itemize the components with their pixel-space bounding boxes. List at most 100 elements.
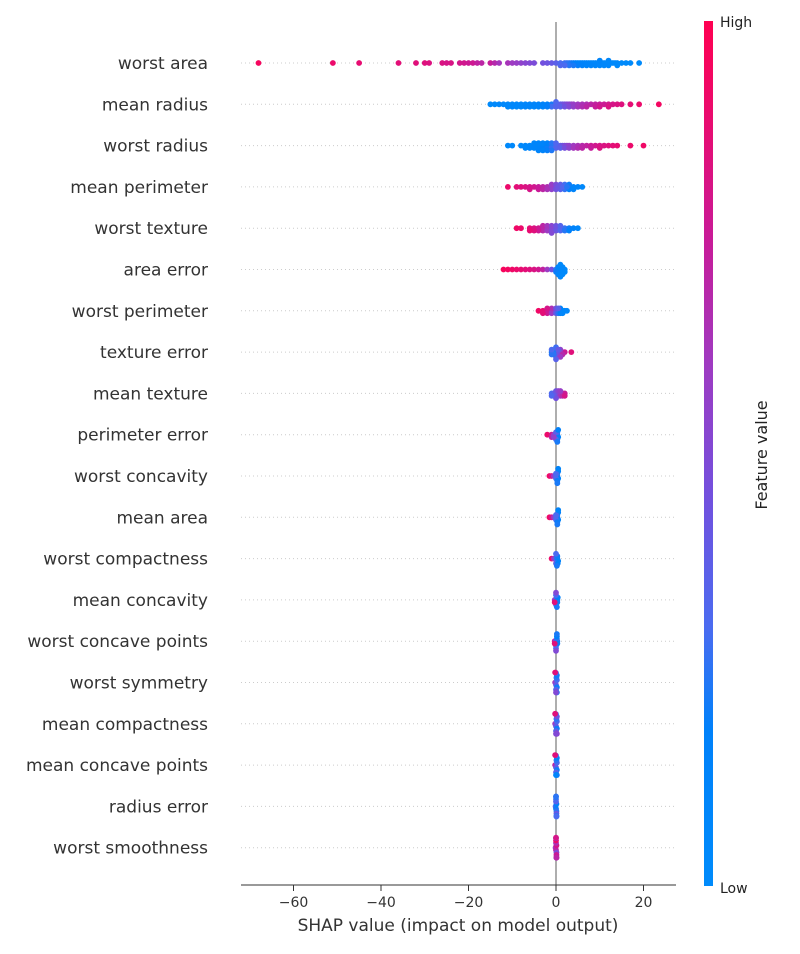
shap-point bbox=[553, 145, 559, 151]
shap-point bbox=[535, 266, 542, 273]
feature-label: mean perimeter bbox=[70, 178, 208, 198]
shap-point bbox=[531, 145, 538, 151]
shap-point bbox=[570, 62, 577, 69]
shap-point bbox=[551, 599, 558, 606]
shap-point bbox=[559, 310, 566, 317]
shap-point bbox=[474, 60, 481, 66]
shap-point bbox=[329, 60, 336, 66]
feature-label: worst compactness bbox=[43, 550, 208, 570]
shap-point bbox=[553, 813, 560, 820]
shap-point bbox=[553, 689, 559, 696]
shap-point bbox=[539, 140, 546, 147]
shap-point bbox=[487, 60, 494, 66]
shap-point bbox=[513, 184, 520, 190]
shap-point bbox=[509, 266, 516, 273]
shap-point bbox=[526, 186, 533, 193]
shap-point bbox=[579, 184, 586, 190]
feature-label: worst concave points bbox=[27, 632, 208, 652]
shap-point bbox=[504, 60, 511, 66]
shap-point bbox=[548, 140, 555, 147]
shap-point bbox=[557, 103, 564, 110]
feature-label: worst symmetry bbox=[70, 674, 208, 694]
shap-point bbox=[504, 266, 511, 273]
shap-point bbox=[548, 266, 555, 273]
shap-point bbox=[548, 147, 555, 154]
shap-point bbox=[555, 346, 562, 353]
shap-point bbox=[552, 710, 559, 717]
shap-point bbox=[553, 512, 559, 518]
shap-point bbox=[509, 103, 516, 110]
shap-point bbox=[522, 103, 529, 110]
shap-point bbox=[568, 349, 575, 355]
feature-label: mean area bbox=[116, 508, 208, 528]
shap-point bbox=[548, 103, 555, 110]
shap-point bbox=[574, 103, 581, 110]
shap-point bbox=[553, 356, 559, 363]
shap-point bbox=[500, 266, 507, 273]
shap-point bbox=[553, 834, 559, 841]
shap-point bbox=[526, 266, 533, 273]
shap-point bbox=[456, 60, 463, 66]
shap-point bbox=[513, 266, 520, 273]
shap-point bbox=[574, 225, 581, 232]
shap-point bbox=[500, 101, 507, 108]
feature-label: radius error bbox=[109, 797, 208, 817]
shap-point bbox=[550, 351, 557, 358]
shap-point bbox=[526, 145, 533, 151]
shap-point bbox=[553, 730, 559, 737]
shap-point bbox=[535, 140, 542, 147]
shap-point bbox=[539, 147, 546, 154]
shap-point bbox=[531, 140, 538, 147]
shap-point bbox=[588, 145, 594, 151]
shap-point bbox=[491, 60, 498, 66]
shap-point bbox=[461, 60, 468, 66]
feature-label: mean compactness bbox=[42, 715, 208, 735]
shap-point bbox=[601, 101, 608, 108]
shap-point bbox=[539, 227, 546, 234]
shap-point bbox=[518, 103, 524, 110]
shap-point bbox=[548, 181, 555, 188]
shap-point bbox=[518, 266, 524, 273]
shap-point bbox=[609, 142, 616, 149]
shap-point bbox=[539, 266, 546, 273]
feature-label: worst concavity bbox=[74, 467, 208, 487]
shap-point bbox=[605, 142, 612, 149]
shap-point bbox=[544, 60, 551, 66]
shap-point bbox=[548, 60, 555, 66]
shap-point bbox=[553, 227, 559, 234]
shap-point bbox=[535, 147, 542, 154]
shap-point bbox=[544, 431, 551, 438]
shap-point bbox=[553, 140, 559, 147]
shap-point bbox=[544, 305, 551, 312]
shap-point bbox=[539, 222, 546, 229]
shap-point bbox=[555, 427, 562, 433]
shap-point bbox=[553, 60, 559, 66]
shap-point bbox=[522, 266, 529, 273]
shap-point bbox=[553, 854, 560, 861]
shap-point bbox=[553, 589, 559, 596]
shap-point bbox=[601, 142, 608, 149]
shap-point bbox=[487, 101, 494, 108]
shap-point bbox=[548, 230, 555, 236]
shap-point bbox=[421, 60, 428, 66]
shap-point bbox=[566, 145, 573, 151]
shap-point bbox=[504, 103, 511, 110]
shap-point bbox=[553, 631, 560, 637]
shap-point bbox=[465, 60, 472, 66]
shap-point bbox=[426, 60, 433, 66]
shap-point bbox=[526, 60, 533, 66]
shap-point bbox=[627, 60, 634, 66]
shap-point bbox=[588, 101, 594, 108]
shap-point bbox=[539, 186, 546, 193]
shap-point bbox=[553, 222, 559, 229]
shap-point bbox=[518, 60, 524, 66]
shap-point bbox=[548, 392, 555, 399]
feature-label: mean radius bbox=[102, 95, 208, 115]
shap-point bbox=[553, 550, 559, 557]
shap-point bbox=[544, 147, 551, 154]
feature-label: worst texture bbox=[94, 219, 208, 239]
shap-point bbox=[544, 140, 551, 147]
shap-point bbox=[491, 101, 498, 108]
shap-point bbox=[531, 103, 538, 110]
